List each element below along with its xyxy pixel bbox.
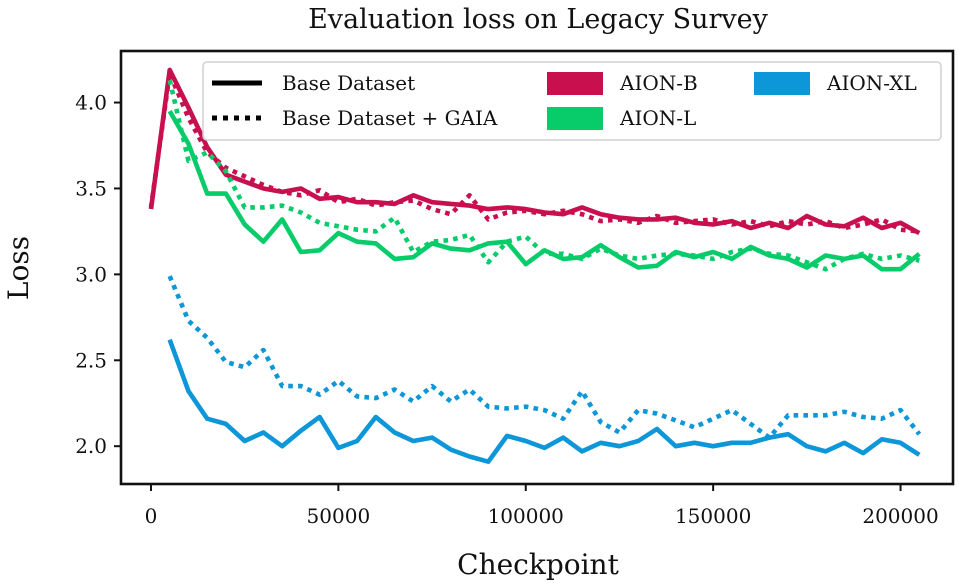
chart-title: Evaluation loss on Legacy Survey bbox=[308, 4, 769, 35]
x-tick-label: 150000 bbox=[675, 504, 751, 528]
plot-frame bbox=[119, 49, 955, 486]
legend-label-aion-b: AION-B bbox=[619, 71, 698, 95]
legend-label-base-dataset: Base Dataset bbox=[282, 71, 415, 95]
series-line-aion-xl-base-dataset-gaia bbox=[167, 275, 922, 440]
ticks-layer: 0 50000 100000 150000 200000 2.0 2.5 3.0 3.5 4.0 bbox=[75, 91, 939, 528]
series-line-aion-l-base-dataset bbox=[167, 109, 921, 272]
legend-swatch-aion-b bbox=[547, 72, 603, 95]
legend-label-aion-l: AION-L bbox=[619, 106, 696, 130]
y-tick-label: 2.0 bbox=[75, 434, 107, 458]
legend-label-aion-xl: AION-XL bbox=[826, 71, 917, 95]
x-axis-label: Checkpoint bbox=[457, 548, 619, 581]
legend-swatch-aion-xl bbox=[754, 72, 810, 95]
y-tick-label: 4.0 bbox=[75, 91, 107, 115]
legend-label-base-dataset-gaia: Base Dataset + GAIA bbox=[282, 106, 498, 130]
y-tick-label: 3.5 bbox=[75, 176, 107, 200]
y-axis-label: Loss bbox=[2, 236, 35, 300]
x-tick-label: 100000 bbox=[488, 504, 564, 528]
series-layer bbox=[148, 67, 922, 465]
y-tick-label: 2.5 bbox=[75, 348, 107, 372]
x-tick-label: 0 bbox=[145, 504, 158, 528]
x-tick-label: 50000 bbox=[307, 504, 371, 528]
series-line-aion-b-base-dataset-gaia bbox=[148, 71, 920, 234]
x-tick-label: 200000 bbox=[862, 504, 938, 528]
y-tick-label: 3.0 bbox=[75, 262, 107, 286]
legend: Base Dataset Base Dataset + GAIA AION-B AIO… bbox=[202, 61, 942, 141]
legend-swatch-aion-l bbox=[547, 107, 603, 130]
series-line-aion-xl-base-dataset bbox=[167, 338, 921, 465]
